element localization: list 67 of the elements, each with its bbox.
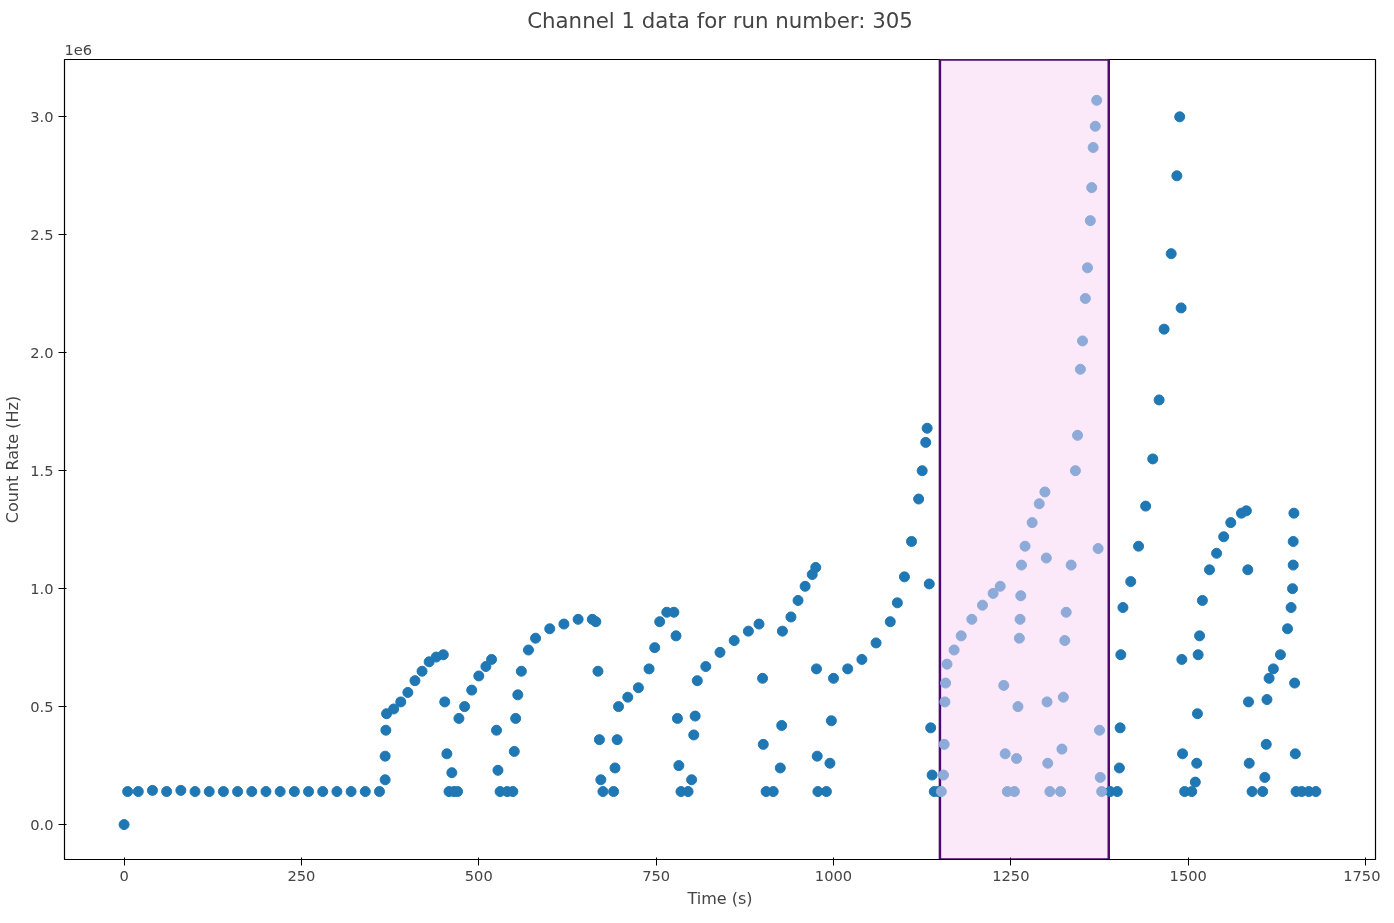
point [1089, 120, 1101, 132]
point [939, 696, 951, 708]
point [1087, 142, 1099, 153]
point [1013, 632, 1025, 644]
y-tick-label: 2.0 [30, 343, 54, 361]
point [1044, 786, 1056, 798]
point [1019, 540, 1031, 552]
point [1072, 429, 1084, 441]
y-tick-label: 0.0 [30, 815, 54, 833]
point [1026, 517, 1038, 529]
point [1079, 293, 1091, 304]
point [1056, 743, 1068, 755]
point [1077, 335, 1089, 347]
point [1059, 635, 1071, 647]
text: 1e6 [64, 40, 93, 58]
point [955, 630, 967, 642]
point [1074, 363, 1086, 375]
point [948, 644, 960, 656]
point [938, 738, 950, 750]
y-tick-label: 2.5 [30, 225, 54, 243]
y-tick-label: 1.5 [30, 461, 54, 479]
point [1096, 786, 1108, 798]
x-axis-title: Time (s) [686, 888, 753, 908]
point [1084, 215, 1096, 227]
point [994, 580, 1006, 592]
point [966, 613, 978, 625]
point [987, 587, 999, 599]
point [1011, 753, 1023, 765]
point [1091, 94, 1103, 106]
point [1016, 559, 1027, 571]
point [1092, 543, 1104, 555]
x-tick-label: 1000 [814, 866, 853, 884]
point [999, 748, 1011, 760]
x-tick-label: 1750 [1343, 866, 1381, 884]
point [1041, 696, 1053, 708]
point [941, 658, 953, 670]
point [976, 599, 988, 611]
chart-title: Channel 1 data for run number: 305 [527, 7, 913, 33]
point [1012, 701, 1024, 713]
point [1015, 590, 1027, 602]
y-tick-label: 3.0 [30, 107, 54, 125]
x-tick-label: 0 [119, 866, 129, 884]
point [1033, 498, 1045, 510]
point [1069, 465, 1081, 477]
point [1014, 613, 1026, 625]
x-tick-label: 250 [287, 866, 316, 884]
point [1057, 691, 1069, 703]
point [940, 677, 952, 689]
x-tick-label: 500 [464, 866, 493, 884]
x-tick-label: 750 [642, 866, 671, 884]
point [1040, 552, 1052, 564]
y-tick-label: 0.5 [30, 697, 54, 715]
point [1094, 724, 1106, 736]
point [1065, 559, 1077, 571]
y-tick-label: 1.0 [30, 579, 54, 597]
point [1081, 262, 1093, 274]
point [1039, 486, 1051, 498]
point [1055, 786, 1067, 798]
point [1042, 757, 1054, 769]
point [1094, 771, 1106, 783]
y-axis-title: Count Rate (Hz) [3, 395, 23, 524]
point [1060, 606, 1072, 618]
x-tick-label: 1250 [992, 866, 1030, 884]
point [937, 769, 949, 781]
point [1086, 182, 1098, 194]
point [998, 679, 1010, 691]
x-tick-label: 1500 [1169, 866, 1207, 884]
